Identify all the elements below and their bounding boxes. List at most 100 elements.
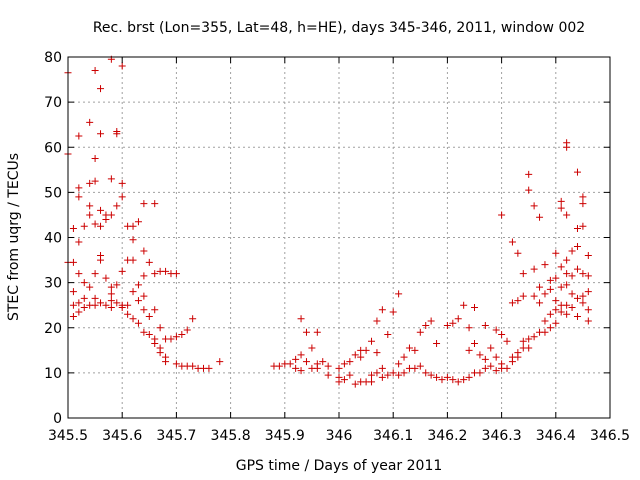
data-point	[552, 297, 560, 305]
data-point	[465, 373, 473, 381]
data-point	[151, 340, 159, 348]
data-point	[454, 315, 462, 323]
data-point	[145, 258, 153, 266]
data-point	[546, 324, 554, 332]
data-point	[75, 184, 83, 192]
x-tick-labels: 345.5 345.6 345.7 345.8 345.9 346 346.1 346.2 34…	[48, 428, 630, 444]
data-point	[69, 301, 77, 309]
data-point	[145, 331, 153, 339]
data-point	[579, 193, 587, 201]
data-point	[172, 333, 180, 341]
data-point	[302, 328, 310, 336]
data-point	[107, 175, 115, 183]
data-point	[297, 367, 305, 375]
data-point	[113, 202, 121, 210]
data-point	[563, 256, 571, 264]
data-point	[140, 247, 148, 255]
data-point	[189, 362, 197, 370]
data-point	[69, 288, 77, 296]
data-point	[579, 299, 587, 307]
data-point	[481, 321, 489, 329]
data-point	[75, 299, 83, 307]
data-point	[563, 310, 571, 318]
data-point	[335, 378, 343, 386]
data-point	[172, 270, 180, 278]
data-point	[546, 310, 554, 318]
data-point	[416, 362, 424, 370]
data-point	[503, 337, 511, 345]
data-point	[91, 220, 99, 228]
data-point	[118, 179, 126, 187]
data-point	[118, 62, 126, 70]
data-point	[91, 270, 99, 278]
data-point	[167, 335, 175, 343]
data-point	[525, 186, 533, 194]
data-point	[395, 371, 403, 379]
data-point	[568, 247, 576, 255]
data-point	[557, 263, 565, 271]
data-point	[573, 168, 581, 176]
data-point	[525, 170, 533, 178]
x-axis-label: GPS time / Days of year 2011	[236, 458, 443, 474]
y-tick-label: 70	[44, 95, 62, 111]
data-point	[422, 369, 430, 377]
data-point	[75, 132, 83, 140]
data-point	[107, 283, 115, 291]
data-point	[102, 274, 110, 282]
data-point	[552, 306, 560, 314]
data-point	[156, 349, 164, 357]
data-point	[579, 292, 587, 300]
data-point	[129, 256, 137, 264]
data-point	[151, 306, 159, 314]
data-point	[557, 283, 565, 291]
data-point	[568, 290, 576, 298]
data-point	[140, 328, 148, 336]
data-point	[541, 261, 549, 269]
data-point	[145, 312, 153, 320]
data-point	[368, 371, 376, 379]
data-point	[503, 364, 511, 372]
data-point	[568, 272, 576, 280]
data-point	[302, 358, 310, 366]
data-point	[416, 328, 424, 336]
data-point	[75, 238, 83, 246]
data-point	[124, 301, 132, 309]
data-point	[275, 362, 283, 370]
data-point	[313, 328, 321, 336]
data-point	[292, 364, 300, 372]
data-point	[69, 224, 77, 232]
data-point	[351, 351, 359, 359]
data-point	[563, 281, 571, 289]
data-point	[80, 279, 88, 287]
data-point	[476, 369, 484, 377]
x-tick-label: 345.6	[102, 428, 142, 444]
data-point	[373, 349, 381, 357]
data-point	[368, 378, 376, 386]
data-point	[129, 288, 137, 296]
data-point	[563, 143, 571, 151]
data-point	[97, 299, 105, 307]
data-point	[525, 335, 533, 343]
data-point	[91, 177, 99, 185]
data-point	[102, 301, 110, 309]
data-point	[313, 364, 321, 372]
data-point	[389, 369, 397, 377]
data-point	[183, 326, 191, 334]
data-point	[86, 283, 94, 291]
y-tick-label: 80	[44, 50, 62, 66]
data-point	[134, 319, 142, 327]
data-point	[584, 317, 592, 325]
data-point	[411, 346, 419, 354]
data-points	[64, 55, 592, 388]
data-point	[124, 310, 132, 318]
data-point	[422, 321, 430, 329]
data-point	[107, 297, 115, 305]
data-point	[395, 290, 403, 298]
data-point	[134, 281, 142, 289]
data-point	[557, 204, 565, 212]
data-point	[86, 179, 94, 187]
data-point	[286, 360, 294, 368]
y-tick-labels: 0 10 20 30 40 50 60 70 80	[44, 50, 62, 427]
data-point	[86, 211, 94, 219]
data-point	[530, 292, 538, 300]
